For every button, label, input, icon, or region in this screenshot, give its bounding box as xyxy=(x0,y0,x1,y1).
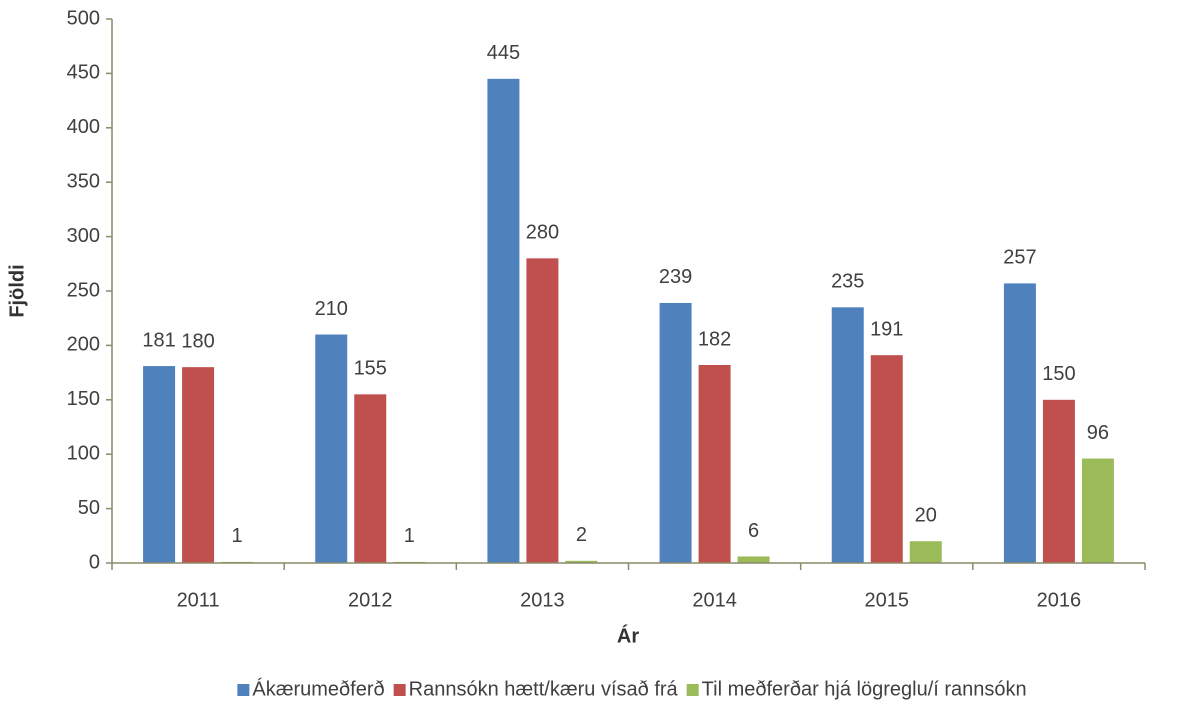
legend-label: Til meðferðar hjá lögreglu/í rannsókn xyxy=(702,678,1027,700)
x-tick-label: 2013 xyxy=(520,589,565,611)
data-label: 20 xyxy=(915,505,937,527)
y-tick-label: 350 xyxy=(67,170,100,192)
y-axis-title: Fjöldi xyxy=(6,264,28,317)
legend-swatch xyxy=(393,684,406,696)
data-label: 1 xyxy=(232,525,243,547)
data-label: 181 xyxy=(142,329,175,351)
bar xyxy=(737,556,770,563)
x-tick-label: 2012 xyxy=(348,589,393,611)
bar xyxy=(659,302,692,563)
bar xyxy=(315,334,348,563)
y-tick-label: 250 xyxy=(67,279,100,301)
data-label: 182 xyxy=(698,328,731,350)
y-tick-label: 500 xyxy=(67,7,100,29)
x-tick-label: 2016 xyxy=(1037,589,1082,611)
bar xyxy=(1081,458,1114,563)
y-tick-label: 150 xyxy=(67,388,100,410)
y-tick-label: 0 xyxy=(89,551,100,573)
x-tick-label: 2015 xyxy=(865,589,910,611)
bar xyxy=(831,307,864,563)
bar xyxy=(1003,283,1036,563)
bar xyxy=(565,560,598,563)
bar xyxy=(1042,399,1075,563)
data-label: 1 xyxy=(404,525,415,547)
y-tick-label: 450 xyxy=(67,62,100,84)
y-tick-label: 400 xyxy=(67,116,100,138)
x-tick-label: 2011 xyxy=(177,589,220,611)
bar xyxy=(698,364,731,563)
data-label: 191 xyxy=(870,318,903,340)
x-axis-title: Ár xyxy=(617,624,639,647)
bar xyxy=(487,78,520,563)
data-label: 235 xyxy=(831,271,864,293)
bar xyxy=(182,367,215,563)
bar xyxy=(526,258,559,563)
y-tick-label: 50 xyxy=(78,497,100,519)
y-tick-label: 300 xyxy=(67,225,100,247)
bar xyxy=(870,355,903,563)
data-label: 239 xyxy=(659,266,692,288)
data-label: 210 xyxy=(315,298,348,320)
data-label: 155 xyxy=(354,358,387,380)
data-label: 2 xyxy=(576,524,587,546)
bar xyxy=(354,394,387,563)
data-label: 257 xyxy=(1003,247,1036,269)
legend-swatch xyxy=(237,684,250,696)
x-tick-label: 2014 xyxy=(692,589,737,611)
y-tick-label: 100 xyxy=(67,442,100,464)
data-label: 445 xyxy=(487,42,520,64)
y-tick-label: 200 xyxy=(67,334,100,356)
data-label: 180 xyxy=(181,330,214,352)
bar xyxy=(909,541,942,563)
legend-label: Ákærumeðferð xyxy=(252,677,384,700)
data-label: 150 xyxy=(1042,363,1075,385)
legend-label: Rannsókn hætt/kæru vísað frá xyxy=(409,678,679,700)
bar xyxy=(143,366,176,563)
legend-swatch xyxy=(686,684,699,696)
data-label: 6 xyxy=(748,520,759,542)
data-label: 96 xyxy=(1087,422,1109,444)
data-label: 280 xyxy=(526,222,559,244)
